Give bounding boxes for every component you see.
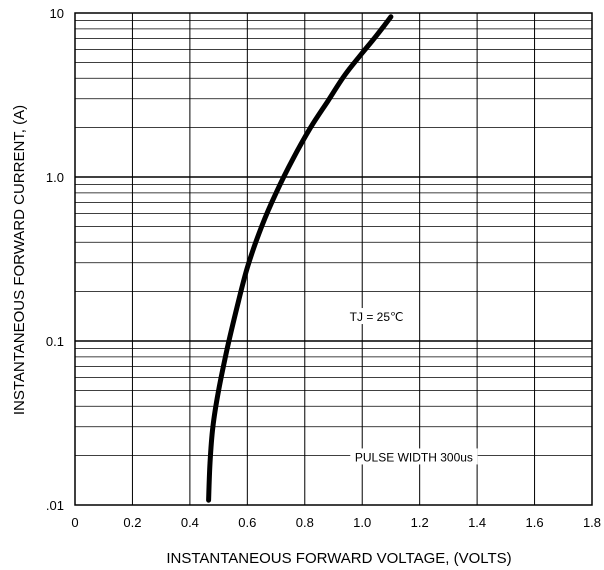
x-tick-label: 1.4 — [468, 515, 486, 530]
annotation-bg — [350, 448, 478, 465]
x-tick-label: 1.8 — [583, 515, 601, 530]
x-axis-label: INSTANTANEOUS FORWARD VOLTAGE, (VOLTS) — [166, 550, 511, 567]
y-tick-label: 10 — [50, 6, 64, 21]
major-gridlines — [75, 13, 592, 505]
x-tick-label: 1.0 — [353, 515, 371, 530]
minor-gridlines — [75, 20, 592, 457]
x-tick-label: 0.6 — [238, 515, 256, 530]
x-tick-label: 0 — [71, 515, 78, 530]
y-tick-label: 0.1 — [46, 334, 64, 349]
y-tick-label: 1.0 — [46, 170, 64, 185]
annotation-label: TJ = 25℃ — [350, 310, 404, 324]
y-axis-label: INSTANTANEOUS FORWARD CURRENT, (A) — [11, 105, 28, 415]
plot-frame — [74, 12, 593, 506]
x-tick-label: 1.2 — [411, 515, 429, 530]
y-tick-labels: 10 1.0 0.1 .01 — [46, 6, 64, 513]
x-tick-label: 0.4 — [181, 515, 199, 530]
forward-current-curve — [206, 14, 394, 503]
annotations: TJ = 25℃ PULSE WIDTH 300us — [343, 308, 478, 465]
x-tick-label: 0.2 — [123, 515, 141, 530]
x-tick-labels: 0 0.2 0.4 0.6 0.8 1.0 1.2 1.4 1.6 1.8 — [71, 515, 601, 530]
annotation-bg — [343, 308, 410, 325]
annotation-label: PULSE WIDTH 300us — [355, 450, 473, 464]
y-tick-label: .01 — [46, 498, 64, 513]
x-tick-label: 0.8 — [296, 515, 314, 530]
x-tick-label: 1.6 — [526, 515, 544, 530]
